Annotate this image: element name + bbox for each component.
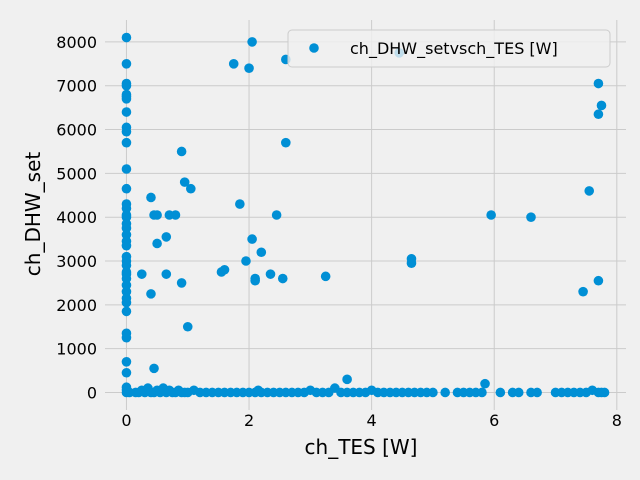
data-point (440, 387, 450, 398)
y-tick-label: 4000 (56, 208, 97, 227)
data-point (121, 367, 132, 378)
data-point (121, 306, 132, 317)
y-tick-label: 5000 (56, 164, 97, 183)
data-point (244, 63, 254, 74)
data-point (182, 321, 193, 332)
x-tick-label: 6 (489, 411, 499, 430)
data-point (593, 109, 604, 120)
data-point (247, 37, 257, 47)
data-point (513, 387, 524, 398)
data-point (277, 273, 288, 284)
data-point (247, 234, 257, 244)
data-point (121, 223, 132, 233)
y-tick-label: 2000 (56, 296, 97, 315)
data-point (121, 203, 132, 214)
data-point (121, 183, 132, 194)
data-point (584, 186, 595, 196)
y-tick-label: 0 (87, 383, 97, 402)
data-point (342, 374, 352, 385)
data-point (121, 32, 132, 43)
legend: ch_DHW_setvsch_TES [W] (287, 29, 611, 68)
data-point (495, 387, 506, 398)
data-point (593, 275, 604, 286)
data-point (121, 273, 132, 284)
data-point (532, 387, 542, 398)
data-point (176, 278, 187, 288)
data-point (121, 59, 132, 69)
data-point (219, 264, 230, 275)
data-point (121, 126, 132, 137)
data-point (170, 210, 181, 220)
data-point (406, 258, 417, 269)
data-point (256, 247, 267, 258)
x-tick-label: 8 (612, 411, 622, 430)
y-tick-label: 6000 (56, 121, 97, 140)
data-point (121, 286, 132, 297)
data-point (526, 212, 536, 222)
data-points (121, 32, 610, 398)
data-point (146, 192, 156, 203)
data-point (121, 94, 132, 104)
x-tick-labels: 0 2 4 6 8 (121, 411, 622, 430)
y-tick-label: 8000 (56, 33, 97, 52)
y-tick-label: 1000 (56, 340, 97, 359)
y-tick-labels: 0 1000 2000 3000 4000 5000 6000 7000 8000 (56, 33, 97, 403)
data-point (121, 280, 132, 290)
data-point (271, 210, 282, 220)
data-point (121, 137, 132, 148)
x-tick-label: 0 (121, 411, 131, 430)
data-point (320, 271, 331, 282)
data-point (161, 269, 172, 279)
data-point (121, 240, 132, 251)
data-point (241, 256, 251, 266)
data-point (121, 80, 132, 91)
y-tick-label: 3000 (56, 252, 97, 271)
data-point (235, 199, 245, 209)
y-tick-label: 7000 (56, 77, 97, 96)
data-point (146, 289, 156, 299)
data-point (480, 378, 490, 389)
x-tick-label: 2 (244, 411, 254, 430)
legend-box (287, 29, 611, 68)
data-point (161, 232, 172, 242)
data-point (250, 273, 260, 284)
data-point (121, 229, 132, 240)
data-point (477, 387, 487, 398)
data-point (149, 363, 159, 374)
data-point (152, 238, 162, 249)
data-point (121, 332, 132, 343)
data-point (121, 164, 132, 174)
data-point (593, 78, 604, 89)
data-point (176, 146, 187, 157)
data-point (121, 297, 132, 308)
data-point (599, 387, 610, 398)
y-axis-label: ch_DHW_set (21, 152, 45, 277)
data-point (121, 260, 132, 271)
data-point (179, 177, 190, 187)
data-point (121, 107, 132, 117)
x-tick-label: 4 (367, 411, 377, 430)
data-point (186, 183, 196, 194)
data-point (578, 286, 588, 297)
data-point (121, 356, 132, 367)
legend-marker (309, 43, 319, 53)
data-point (152, 210, 162, 220)
x-axis-label: ch_TES [W] (305, 435, 418, 459)
data-point (265, 269, 276, 279)
data-point (486, 210, 496, 220)
data-point (136, 269, 147, 279)
legend-label: ch_DHW_setvsch_TES [W] (350, 39, 558, 59)
data-point (121, 212, 132, 222)
data-point (281, 137, 291, 148)
data-point (228, 59, 239, 69)
data-point (428, 387, 438, 398)
data-point (596, 100, 607, 111)
